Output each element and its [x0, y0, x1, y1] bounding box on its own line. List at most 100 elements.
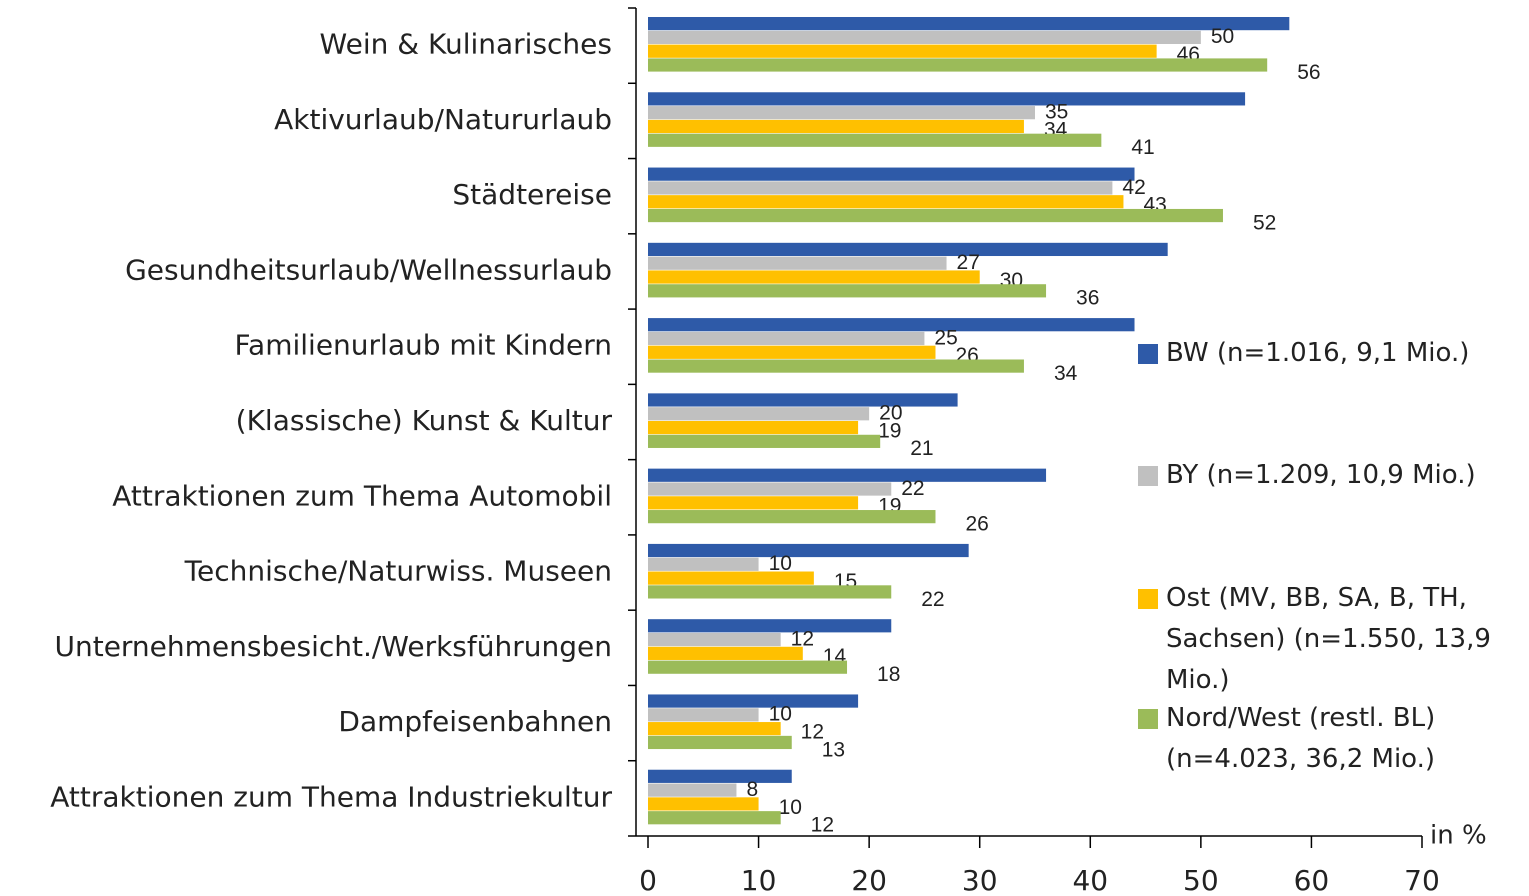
category-label: Technische/Naturwiss. Museen [184, 555, 612, 588]
bar [648, 318, 1135, 332]
legend-entry: BY (n=1.209, 10,9 Mio.) [1138, 455, 1518, 496]
legend-swatch [1138, 709, 1158, 729]
bar [648, 632, 781, 647]
x-tick-label: 40 [1072, 864, 1108, 896]
bar [648, 345, 936, 359]
category-label: Aktivurlaub/Natururlaub [274, 103, 612, 136]
legend-entry: BW (n=1.016, 9,1 Mio.) [1138, 333, 1518, 374]
bar [648, 811, 781, 825]
bar [648, 270, 980, 284]
x-tick-label: 30 [962, 864, 998, 896]
legend-entry: Ost (MV, BB, SA, B, TH, Sachsen) (n=1.55… [1138, 578, 1518, 701]
bar [648, 708, 759, 722]
bar [648, 585, 892, 599]
bar [648, 58, 1268, 72]
data-label: 13 [822, 738, 845, 761]
data-label: 10 [779, 796, 802, 819]
bar [648, 195, 1124, 209]
category-label: Unternehmensbesicht./Werksführungen [54, 630, 612, 663]
data-label: 21 [910, 437, 933, 460]
bar [648, 482, 892, 496]
bar [648, 468, 1047, 482]
data-label: 22 [901, 477, 924, 500]
data-label: 42 [1122, 176, 1145, 199]
data-label: 52 [1253, 211, 1276, 234]
data-label: 12 [801, 721, 824, 744]
bar [648, 660, 848, 674]
x-tick-label: 70 [1404, 864, 1440, 896]
data-label: 35 [1045, 101, 1068, 124]
data-label: 20 [879, 402, 902, 425]
data-label: 10 [769, 703, 792, 726]
data-label: 8 [746, 778, 758, 801]
x-tick-label: 20 [851, 864, 887, 896]
bar [648, 783, 737, 797]
x-tick-label: 10 [741, 864, 777, 896]
legend-entry: Nord/West (restl. BL) (n=4.023, 36,2 Mio… [1138, 698, 1518, 780]
bar [648, 359, 1024, 373]
data-label: 34 [1054, 362, 1078, 385]
bar [648, 242, 1168, 257]
legend-swatch [1138, 344, 1158, 364]
bar [648, 284, 1047, 298]
data-label: 18 [877, 663, 900, 686]
bar [648, 44, 1157, 58]
bar [648, 181, 1113, 195]
bar [648, 119, 1024, 134]
legend-label: BW (n=1.016, 9,1 Mio.) [1166, 338, 1470, 368]
bar [648, 17, 1290, 31]
data-label: 41 [1131, 136, 1154, 159]
x-tick-label: 0 [639, 864, 657, 896]
bar [648, 92, 1246, 106]
bar [648, 619, 892, 633]
bar [648, 434, 881, 448]
bar [648, 133, 1102, 147]
x-tick-label: 60 [1294, 864, 1330, 896]
data-label: 10 [769, 552, 792, 575]
legend-label: BY (n=1.209, 10,9 Mio.) [1166, 460, 1476, 490]
bar [648, 106, 1035, 120]
category-label: Dampfeisenbahnen [338, 705, 612, 738]
bar [648, 571, 814, 585]
data-label: 56 [1297, 61, 1320, 84]
category-label: Familienurlaub mit Kindern [235, 329, 612, 362]
bar [648, 694, 859, 708]
data-label: 50 [1211, 25, 1234, 48]
bar [648, 646, 803, 660]
category-label: Attraktionen zum Thema Automobil [112, 479, 612, 512]
data-label: 25 [934, 326, 957, 349]
data-label: 36 [1076, 287, 1099, 310]
legend-swatch [1138, 466, 1158, 486]
x-axis-label: in % [1430, 821, 1487, 851]
bar [648, 331, 925, 346]
category-label: Attraktionen zum Thema Industriekultur [50, 780, 612, 813]
bar [648, 510, 936, 524]
bar [648, 208, 1223, 223]
category-label: Städtereise [452, 178, 612, 211]
bar [648, 543, 969, 558]
bar [648, 393, 958, 407]
bar [648, 797, 759, 811]
bar [648, 420, 859, 435]
data-label: 12 [791, 627, 814, 650]
legend-label: Ost (MV, BB, SA, B, TH, Sachsen) (n=1.55… [1166, 583, 1491, 695]
bar [648, 167, 1135, 181]
bar [648, 30, 1201, 44]
category-label: Wein & Kulinarisches [320, 28, 612, 61]
bar [648, 496, 859, 510]
legend-swatch [1138, 589, 1158, 609]
bar [648, 722, 781, 736]
legend-label: Nord/West (restl. BL) (n=4.023, 36,2 Mio… [1166, 703, 1436, 774]
data-label: 22 [921, 588, 944, 611]
bar [648, 769, 792, 783]
x-tick-label: 50 [1183, 864, 1219, 896]
bar [648, 557, 759, 571]
category-label: Gesundheitsurlaub/Wellnessurlaub [125, 253, 612, 286]
data-label: 26 [965, 512, 988, 535]
data-label: 12 [811, 814, 834, 837]
data-label: 19 [878, 419, 901, 442]
bar [648, 407, 870, 421]
category-label: (Klassische) Kunst & Kultur [236, 404, 613, 437]
